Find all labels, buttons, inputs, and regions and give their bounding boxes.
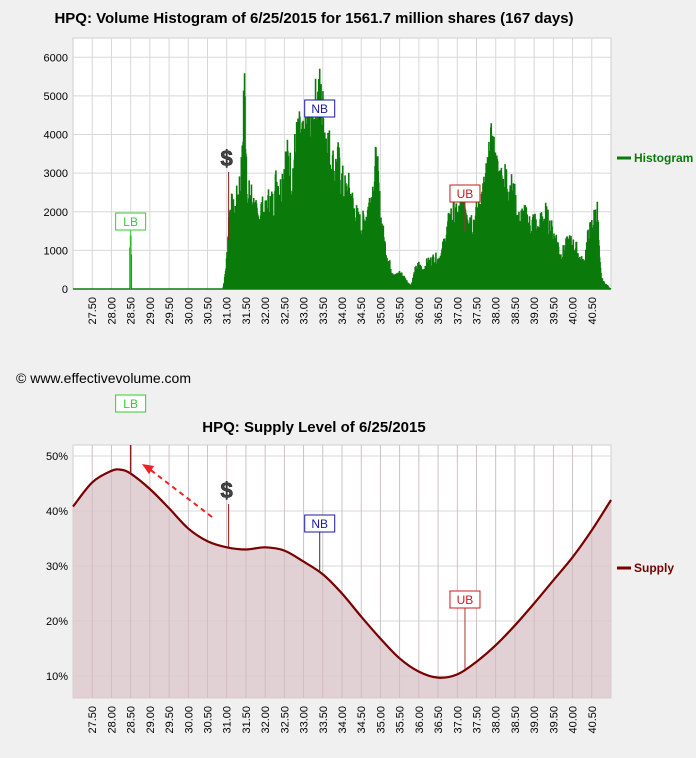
histogram-bars — [129, 68, 612, 289]
ub-marker-label: UB — [457, 593, 474, 607]
x-tick-label: 39.50 — [548, 706, 560, 734]
copyright-text: © www.effectivevolume.com — [16, 370, 191, 386]
x-tick-label: 32.50 — [279, 706, 291, 734]
y-tick-label: 10% — [46, 671, 68, 683]
x-tick-label: 30.50 — [203, 706, 215, 734]
supply-line — [72, 468, 612, 679]
x-tick-label: 30.00 — [183, 297, 195, 325]
histogram-chart-title: HPQ: Volume Histogram of 6/25/2015 for 1… — [54, 10, 573, 27]
ub-marker-box — [449, 590, 481, 609]
x-tick-label: 32.00 — [260, 297, 272, 325]
supply-plot: 27.50 28.00 28.50 29.00 29.50 30.00 30.50 31.00… — [46, 394, 612, 734]
x-tick-label: 31.50 — [241, 706, 253, 734]
supply-legend[interactable]: Supply — [617, 561, 674, 575]
y-tick-label: 2000 — [44, 207, 68, 219]
y-tick-label: 5000 — [44, 91, 68, 103]
x-tick-label: 37.50 — [472, 297, 484, 325]
x-tick-label: 35.50 — [395, 297, 407, 325]
x-tick-label: 36.00 — [414, 297, 426, 325]
x-tick-label: 31.50 — [241, 297, 253, 325]
y-tick-label: 4000 — [44, 130, 68, 142]
x-tick-label: 40.50 — [587, 706, 599, 734]
y-tick-label: 50% — [46, 451, 68, 463]
direction-arrow-head — [142, 464, 154, 474]
x-tick-label: 33.50 — [318, 297, 330, 325]
x-tick-label: 34.50 — [356, 706, 368, 734]
x-tick-label: 39.00 — [529, 706, 541, 734]
x-tick-label: 28.50 — [126, 297, 138, 325]
lb-marker-box — [115, 394, 147, 413]
x-tick-label: 30.50 — [203, 297, 215, 325]
lb-marker-label: LB — [123, 215, 138, 229]
x-tick-label: 40.00 — [568, 706, 580, 734]
x-tick-label: 33.00 — [299, 706, 311, 734]
x-tick-label: 39.00 — [529, 297, 541, 325]
x-tick-label: 31.00 — [222, 706, 234, 734]
y-tick-label: 3000 — [44, 168, 68, 180]
x-tick-label: 38.50 — [510, 706, 522, 734]
x-tick-label: 39.50 — [548, 297, 560, 325]
y-tick-label: 1000 — [44, 245, 68, 257]
x-tick-label: 32.00 — [260, 706, 272, 734]
x-tick-label: 36.50 — [433, 706, 445, 734]
x-tick-label: 34.00 — [337, 706, 349, 734]
x-tick-label: 27.50 — [87, 297, 99, 325]
ub-marker-box — [449, 184, 481, 203]
dollar-marker-icon: $ — [221, 478, 233, 503]
x-tick-label: 40.50 — [587, 297, 599, 325]
x-tick-label: 37.00 — [452, 297, 464, 325]
x-tick-label: 38.00 — [491, 297, 503, 325]
x-tick-label: 38.50 — [510, 297, 522, 325]
x-tick-label: 34.50 — [356, 297, 368, 325]
x-tick-label: 28.00 — [106, 297, 118, 325]
histogram-legend-label: Histogram — [634, 151, 693, 165]
x-tick-label: 37.50 — [472, 706, 484, 734]
x-tick-label: 27.50 — [87, 706, 99, 734]
histogram-legend[interactable]: Histogram — [617, 151, 693, 165]
x-tick-label: 32.50 — [279, 297, 291, 325]
nb-marker-box — [304, 99, 336, 118]
x-tick-label: 38.00 — [491, 706, 503, 734]
lb-marker-box — [115, 212, 147, 231]
x-tick-label: 29.00 — [145, 706, 157, 734]
x-tick-label: 29.00 — [145, 297, 157, 325]
nb-marker-label: NB — [311, 102, 328, 116]
x-tick-label: 34.00 — [337, 297, 349, 325]
x-tick-label: 35.00 — [375, 297, 387, 325]
lb-marker-label: LB — [123, 397, 138, 411]
nb-marker-label: NB — [311, 517, 328, 531]
x-tick-label: 33.00 — [299, 297, 311, 325]
y-tick-label: 6000 — [44, 52, 68, 64]
x-tick-label: 28.50 — [126, 706, 138, 734]
direction-arrow-line — [147, 467, 213, 518]
x-tick-label: 35.00 — [375, 706, 387, 734]
x-tick-label: 30.00 — [183, 706, 195, 734]
x-tick-label: 36.00 — [414, 706, 426, 734]
y-tick-label: 30% — [46, 561, 68, 573]
x-tick-label: 33.50 — [318, 706, 330, 734]
supply-chart-title: HPQ: Supply Level of 6/25/2015 — [202, 419, 425, 436]
x-tick-label: 35.50 — [395, 706, 407, 734]
y-tick-label: 0 — [62, 284, 68, 296]
x-tick-label: 31.00 — [222, 297, 234, 325]
y-tick-label: 40% — [46, 506, 68, 518]
x-tick-label: 29.50 — [164, 706, 176, 734]
x-tick-label: 37.00 — [452, 706, 464, 734]
histogram-plot: 27.50 28.00 28.50 29.00 29.50 30.00 30.50 31.00… — [44, 37, 612, 325]
x-tick-label: 28.00 — [106, 706, 118, 734]
x-tick-label: 29.50 — [164, 297, 176, 325]
y-tick-label: 20% — [46, 616, 68, 628]
x-tick-label: 36.50 — [433, 297, 445, 325]
supply-legend-label: Supply — [634, 561, 674, 575]
dollar-marker-icon: $ — [221, 146, 233, 171]
x-tick-label: 40.00 — [568, 297, 580, 325]
ub-marker-label: UB — [457, 187, 474, 201]
nb-marker-box — [304, 514, 336, 533]
